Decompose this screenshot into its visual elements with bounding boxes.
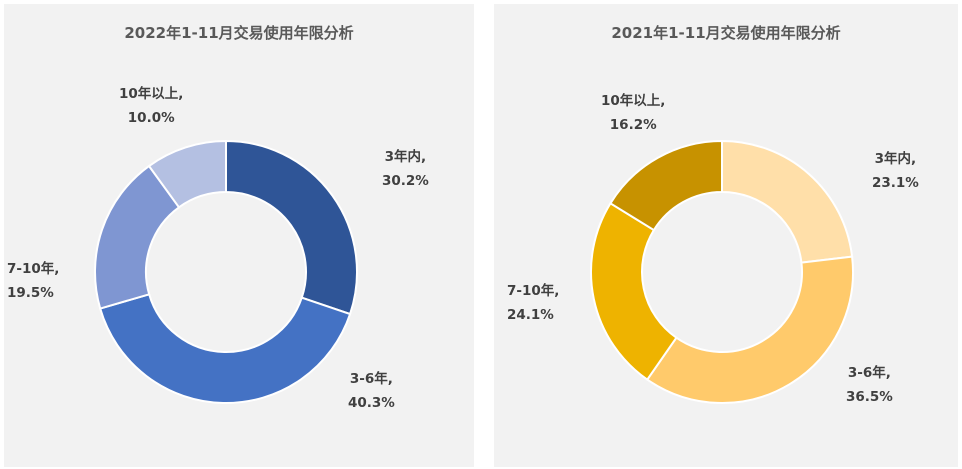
slice-label-within3: 3年内, 23.1% xyxy=(872,147,919,195)
slice-value: 23.1% xyxy=(872,175,919,191)
donut-slice-within-3-years xyxy=(225,139,358,316)
donut-slice-within-3-years xyxy=(721,139,854,264)
slice-label-10plus: 10年以上, 16.2% xyxy=(601,89,665,137)
slice-label-7to10: 7-10年, 24.1% xyxy=(507,279,559,327)
donut-slice-over-10-years xyxy=(147,139,227,209)
donut-slice-7-to-10-years xyxy=(590,201,678,381)
slice-label-within3: 3年内, 30.2% xyxy=(382,145,429,193)
donut-slice-3-to-6-years xyxy=(645,255,854,404)
slice-label-10plus: 10年以上, 10.0% xyxy=(119,82,183,130)
donut-chart-2022 xyxy=(94,139,358,404)
chart-panel-2022: 2022年1-11月交易使用年限分析 10年以上, 10.0% 3年内, 30.… xyxy=(4,4,474,467)
slice-name: 7-10年, xyxy=(7,261,60,277)
slice-name: 3-6年, xyxy=(847,365,891,381)
slice-value: 19.5% xyxy=(7,285,54,301)
slice-value: 30.2% xyxy=(382,173,429,189)
donut-slice-over-10-years xyxy=(609,139,723,232)
slice-name: 10年以上, xyxy=(601,93,666,109)
slice-name: 10年以上, xyxy=(119,86,184,102)
slice-value: 40.3% xyxy=(348,395,395,411)
slice-value: 24.1% xyxy=(507,307,554,323)
slice-label-3to6: 3-6年, 36.5% xyxy=(846,361,893,409)
slice-name: 7-10年, xyxy=(507,283,560,299)
donut-chart-2021 xyxy=(590,139,854,404)
slice-value: 36.5% xyxy=(846,389,893,405)
slice-value: 16.2% xyxy=(609,117,657,133)
chart-title: 2022年1-11月交易使用年限分析 xyxy=(124,24,354,42)
slice-value: 10.0% xyxy=(127,110,175,126)
chart-panel-2021: 2021年1-11月交易使用年限分析 10年以上, 16.2% 3年内, 23.… xyxy=(494,4,958,467)
slice-name: 3年内, xyxy=(874,151,917,167)
donut-slice-3-to-6-years xyxy=(98,293,352,404)
chart-title: 2021年1-11月交易使用年限分析 xyxy=(611,24,841,42)
slice-label-7to10: 7-10年, 19.5% xyxy=(7,257,59,305)
slice-label-3to6: 3-6年, 40.3% xyxy=(348,367,395,415)
slice-name: 3年内, xyxy=(384,149,427,165)
slice-name: 3-6年, xyxy=(349,371,393,387)
